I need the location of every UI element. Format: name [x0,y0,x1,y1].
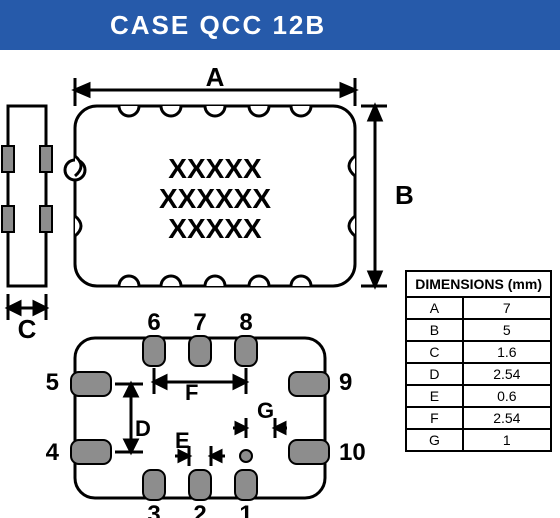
dim-label-C: C [18,314,37,344]
bottom-view: 6 7 8 3 2 1 5 4 9 10 [46,309,366,518]
side-view: C [2,106,52,344]
dim-table-body: A7 B5 C1.6 D2.54 E0.6 F2.54 G1 [406,297,551,451]
table-row: E0.6 [406,385,551,407]
dim-label-F: F [185,380,198,405]
dim-label-B: B [395,180,414,210]
dim-table-header: DIMENSIONS (mm) [406,271,551,297]
pin-9: 9 [339,369,352,396]
pin-5: 5 [46,369,59,396]
table-row: A7 [406,297,551,319]
dim-label-A: A [206,62,225,92]
pin-2: 2 [193,501,206,518]
marking-line-3: XXXXX [168,213,262,244]
title-bar: CASE QCC 12B [0,0,560,50]
table-row: G1 [406,429,551,451]
table-row: D2.54 [406,363,551,385]
table-row: C1.6 [406,341,551,363]
dim-label-G: G [257,398,274,423]
dim-label-D: D [135,416,151,441]
dim-label-E: E [175,428,190,453]
table-row: F2.54 [406,407,551,429]
table-row: B5 [406,319,551,341]
top-view: A [65,62,414,286]
pin-4: 4 [46,439,60,466]
pin-8: 8 [239,309,252,336]
marking-line-2: XXXXXX [159,183,271,214]
title-text: CASE QCC 12B [110,10,326,41]
pin-7: 7 [193,309,206,336]
pin-6: 6 [147,309,160,336]
pin-10: 10 [339,439,366,466]
pin-3: 3 [147,501,160,518]
marking-line-1: XXXXX [168,153,262,184]
dimensions-table: DIMENSIONS (mm) A7 B5 C1.6 D2.54 E0.6 F2… [405,270,552,452]
pin-1: 1 [239,501,252,518]
